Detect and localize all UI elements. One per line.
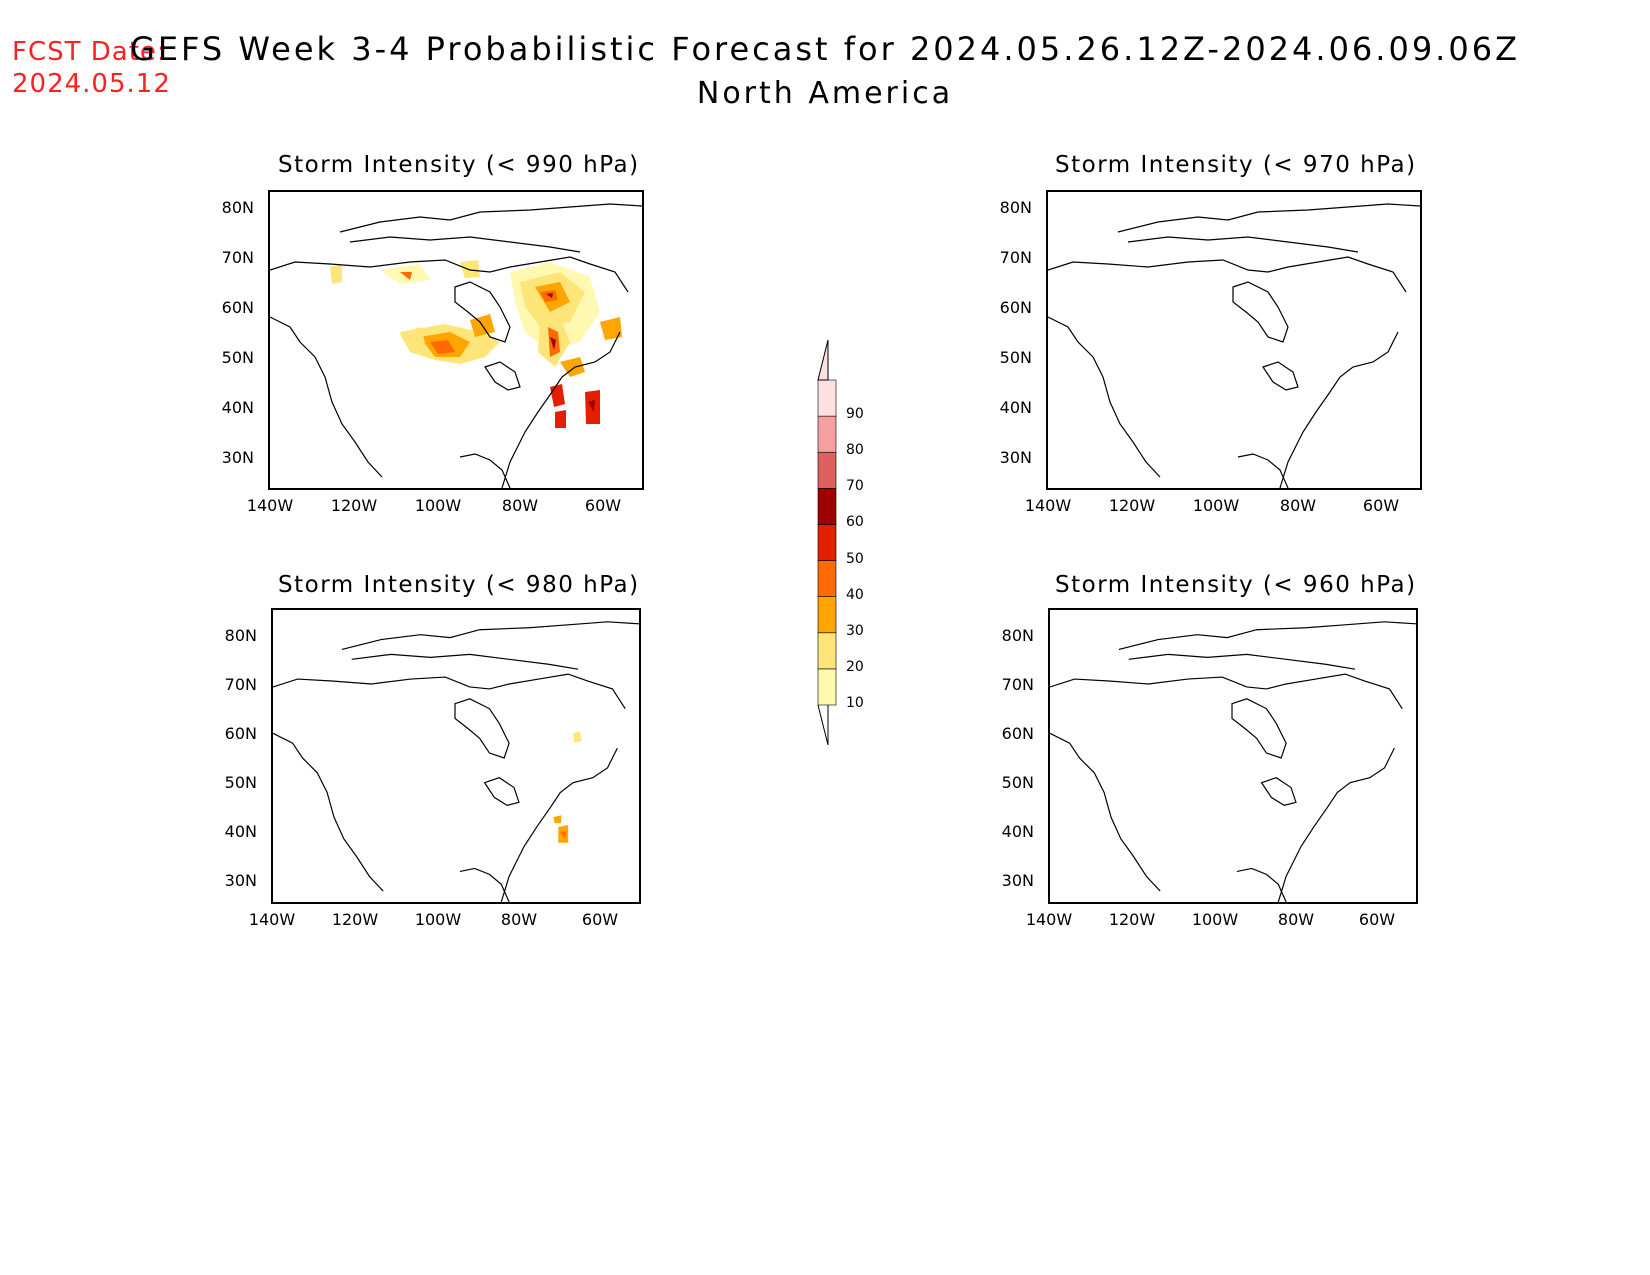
ytick-60n: 60N [221,298,254,317]
colorbar-swatch [817,632,837,670]
map-panel-980 [271,608,641,904]
map-panel-970 [1046,190,1422,490]
xtick-140w-p2: 140W [1024,496,1072,515]
xtick-120w-p4: 120W [1108,910,1156,929]
probability-shading-980 [553,731,582,843]
colorbar-label: 60 [846,514,864,531]
colorbar-swatch [817,560,837,597]
ytick-40n-p4: 40N [1001,822,1034,841]
xtick-80w-p4: 80W [1277,910,1315,929]
ytick-30n: 30N [221,448,254,467]
coastlines-990 [270,203,642,488]
ytick-80n: 80N [221,198,254,217]
xtick-120w-p2: 120W [1108,496,1156,515]
colorbar-bottom-triangle [817,704,829,745]
xtick-60w: 60W [584,496,622,515]
panel-title-980: Storm Intensity (< 980 hPa) [278,572,640,598]
colorbar-label: 30 [846,622,864,639]
xtick-140w-p4: 140W [1025,910,1073,929]
xtick-120w-p3: 120W [331,910,379,929]
ytick-80n-p4: 80N [1001,626,1034,645]
xtick-60w-p4: 60W [1358,910,1396,929]
coastlines-980 [273,621,639,902]
colorbar-label: 80 [846,442,864,459]
colorbar-swatch [817,451,837,489]
ytick-30n-p2: 30N [999,448,1032,467]
colorbar-swatch [817,524,837,561]
xtick-100w-p3: 100W [414,910,462,929]
colorbar-label: 90 [846,406,864,423]
xtick-100w-p4: 100W [1191,910,1239,929]
colorbar-label: 40 [846,586,864,603]
colorbar-swatch [817,379,837,417]
ytick-70n-p2: 70N [999,248,1032,267]
ytick-70n-p3: 70N [224,675,257,694]
figure-title: GEFS Week 3-4 Probabilistic Forecast for… [130,30,1520,68]
xtick-80w-p2: 80W [1279,496,1317,515]
colorbar-label: 50 [846,550,864,567]
colorbar-swatch [817,596,837,634]
ytick-50n-p2: 50N [999,348,1032,367]
panel-title-970: Storm Intensity (< 970 hPa) [1055,152,1417,178]
probability-map-960 [1050,621,1416,902]
colorbar-swatch [817,668,837,706]
xtick-140w: 140W [246,496,294,515]
ytick-60n-p3: 60N [224,724,257,743]
ytick-40n: 40N [221,398,254,417]
fcst-date-block: FCST Date: 2024.05.12 [12,36,171,100]
xtick-120w: 120W [330,496,378,515]
xtick-60w-p3: 60W [581,910,619,929]
colorbar [817,339,837,745]
panel-title-990: Storm Intensity (< 990 hPa) [278,152,640,178]
ytick-50n-p4: 50N [1001,773,1034,792]
xtick-100w: 100W [414,496,462,515]
probability-map-990 [270,203,642,488]
ytick-40n-p3: 40N [224,822,257,841]
ytick-70n-p4: 70N [1001,675,1034,694]
ytick-70n: 70N [221,248,254,267]
fcst-date-value: 2024.05.12 [12,69,171,99]
ytick-60n-p2: 60N [999,298,1032,317]
xtick-80w-p3: 80W [500,910,538,929]
colorbar-label: 70 [846,478,864,495]
colorbar-swatch [817,415,837,453]
ytick-30n-p4: 30N [1001,871,1034,890]
ytick-50n: 50N [221,348,254,367]
probability-shading-990 [330,260,622,428]
xtick-80w: 80W [501,496,539,515]
ytick-50n-p3: 50N [224,773,257,792]
map-panel-990 [268,190,644,490]
coastlines-970 [1048,203,1420,488]
colorbar-label: 10 [846,695,864,711]
figure-subtitle: North America [696,76,954,111]
ytick-60n-p4: 60N [1001,724,1034,743]
ytick-80n-p2: 80N [999,198,1032,217]
coastlines-960 [1050,621,1416,902]
probability-map-980 [273,621,639,902]
ytick-40n-p2: 40N [999,398,1032,417]
ytick-30n-p3: 30N [224,871,257,890]
map-panel-960 [1048,608,1418,904]
fcst-date-label: FCST Date: [12,37,167,67]
ytick-80n-p3: 80N [224,626,257,645]
colorbar-label: 20 [846,658,864,675]
colorbar-top-triangle [817,339,829,381]
panel-title-960: Storm Intensity (< 960 hPa) [1055,572,1417,598]
colorbar-swatch [817,488,837,525]
xtick-60w-p2: 60W [1362,496,1400,515]
xtick-140w-p3: 140W [248,910,296,929]
xtick-100w-p2: 100W [1192,496,1240,515]
probability-map-970 [1048,203,1420,488]
